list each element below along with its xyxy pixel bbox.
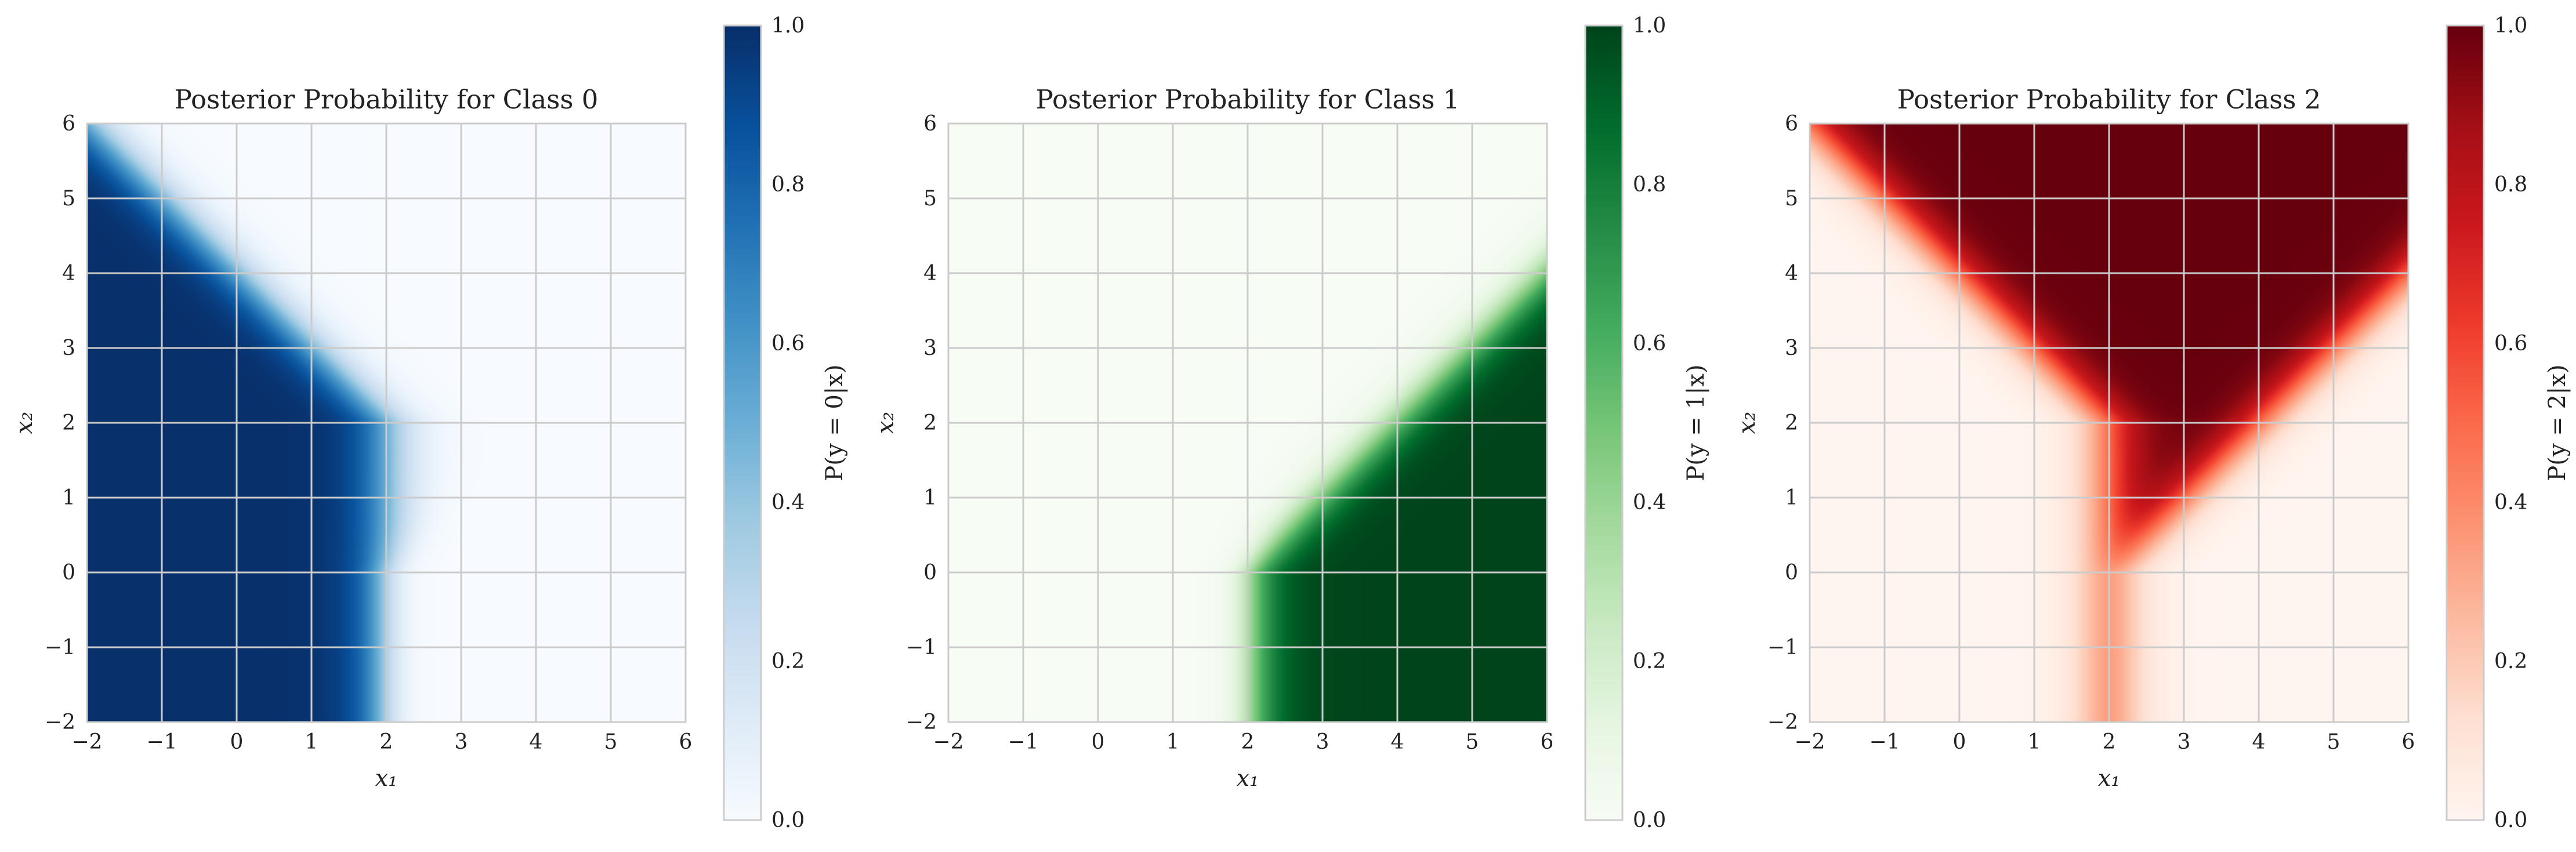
y-tick-label: −2	[1767, 710, 1798, 734]
x-tick-label: 1	[1166, 730, 1180, 754]
x-tick-label: 4	[1391, 730, 1404, 754]
colorbar-tick-label: 1.0	[771, 14, 805, 38]
x-tick-label: −1	[146, 730, 177, 754]
y-tick-label: 1	[62, 486, 75, 510]
panel-class-0: Posterior Probability for Class 0 −2 −1 0 1 2…	[11, 14, 848, 832]
colorbar-label: P(y = 1|x)	[1683, 364, 1709, 481]
x-tick-label: −2	[1794, 730, 1825, 754]
x-tick-label: −1	[1869, 730, 1900, 754]
colorbar-frame	[1584, 24, 1624, 821]
colorbar-label: P(y = 2|x)	[2544, 364, 2571, 481]
y-tick-label: −1	[906, 636, 937, 659]
y-tick-label: 4	[923, 262, 937, 285]
y-tick-label: 3	[1785, 336, 1798, 360]
x-tick-label: 6	[679, 730, 693, 754]
colorbar-tick-label: 0.0	[771, 809, 805, 832]
y-tick-label: 0	[923, 561, 937, 585]
x-tick-label: 5	[2327, 730, 2340, 754]
colorbar-gradient	[724, 26, 761, 820]
y-tick-label: 0	[1785, 561, 1798, 585]
x-tick-label: 2	[1241, 730, 1255, 754]
x-tick-label: 4	[2252, 730, 2266, 754]
colorbar-tick-label: 0.4	[2494, 491, 2527, 514]
x-tick-label: −1	[1008, 730, 1038, 754]
x-tick-label: 3	[1316, 730, 1329, 754]
y-tick-label: 4	[62, 262, 75, 285]
colorbar-tick-label: 1.0	[1633, 14, 1666, 38]
chart-title: Posterior Probability for Class 2	[1897, 84, 2321, 115]
x-axis-label: x₁	[1237, 765, 1259, 792]
y-axis-label: x₂	[1734, 412, 1760, 434]
y-tick-label: −2	[906, 710, 937, 734]
y-tick-label: 2	[1785, 411, 1798, 435]
y-tick-label: 4	[1785, 262, 1798, 285]
y-axis-label: x₂	[11, 412, 38, 434]
colorbar-tick-label: 0.2	[1633, 650, 1666, 673]
colorbar-gradient	[1585, 26, 1622, 820]
y-tick-label: 6	[923, 112, 937, 136]
panel-class-2: Posterior Probability for Class 2 −2 −1 0 1 2…	[1734, 14, 2571, 832]
x-tick-label: 0	[1092, 730, 1105, 754]
colorbar-tick-label: 0.8	[1633, 173, 1666, 197]
x-tick-label: 1	[305, 730, 318, 754]
axes-frame	[947, 122, 1548, 723]
colorbar-tick-label: 0.4	[771, 491, 805, 514]
x-tick-label: 1	[2028, 730, 2041, 754]
y-tick-label: 3	[923, 336, 937, 360]
x-tick-label: −2	[71, 730, 102, 754]
x-tick-label: −2	[933, 730, 963, 754]
x-tick-label: 2	[2103, 730, 2116, 754]
y-tick-label: −1	[45, 636, 75, 659]
chart-title: Posterior Probability for Class 1	[1036, 84, 1460, 115]
y-tick-label: 6	[62, 112, 75, 136]
y-tick-label: −2	[45, 710, 75, 734]
x-axis-label: x₁	[375, 765, 398, 792]
y-tick-label: 0	[62, 561, 75, 585]
colorbar-label: P(y = 0|x)	[821, 364, 848, 481]
x-tick-label: 2	[380, 730, 393, 754]
y-tick-label: 2	[62, 411, 75, 435]
y-tick-label: −1	[1767, 636, 1798, 659]
colorbar-tick-label: 0.6	[2494, 332, 2527, 356]
x-tick-label: 3	[2178, 730, 2191, 754]
colorbar-tick-label: 0.6	[771, 332, 805, 356]
x-axis-label: x₁	[2098, 765, 2121, 792]
chart-title: Posterior Probability for Class 0	[175, 84, 599, 115]
y-tick-label: 3	[62, 336, 75, 360]
y-axis-label: x₂	[872, 412, 899, 434]
colorbar-tick-label: 0.2	[2494, 650, 2527, 673]
colorbar-tick-label: 0.4	[1633, 491, 1666, 514]
y-tick-label: 6	[1785, 112, 1798, 136]
x-tick-label: 4	[530, 730, 543, 754]
colorbar-tick-label: 0.8	[771, 173, 805, 197]
colorbar-tick-label: 0.2	[771, 650, 805, 673]
x-tick-label: 6	[1541, 730, 1554, 754]
y-tick-label: 5	[62, 187, 75, 211]
panel-class-1: Posterior Probability for Class 1 −2 −1 0 1 2…	[872, 14, 1709, 832]
x-tick-label: 0	[230, 730, 244, 754]
colorbar-frame	[2445, 24, 2485, 821]
colorbar-gradient	[2447, 26, 2484, 820]
x-tick-label: 3	[455, 730, 468, 754]
colorbar-tick-label: 1.0	[2494, 14, 2527, 38]
y-tick-label: 1	[1785, 486, 1798, 510]
colorbar-frame	[723, 24, 762, 821]
x-tick-label: 0	[1953, 730, 1966, 754]
axes-frame	[86, 122, 687, 723]
colorbar-tick-label: 0.6	[1633, 332, 1666, 356]
axes-frame	[1809, 122, 2410, 723]
colorbar-tick-label: 0.0	[1633, 809, 1666, 832]
y-tick-label: 1	[923, 486, 937, 510]
y-tick-label: 2	[923, 411, 937, 435]
x-tick-label: 5	[1466, 730, 1479, 754]
y-tick-label: 5	[923, 187, 937, 211]
colorbar-tick-label: 0.0	[2494, 809, 2527, 832]
x-tick-label: 5	[604, 730, 618, 754]
x-tick-label: 6	[2402, 730, 2415, 754]
colorbar-tick-label: 0.8	[2494, 173, 2527, 197]
y-tick-label: 5	[1785, 187, 1798, 211]
